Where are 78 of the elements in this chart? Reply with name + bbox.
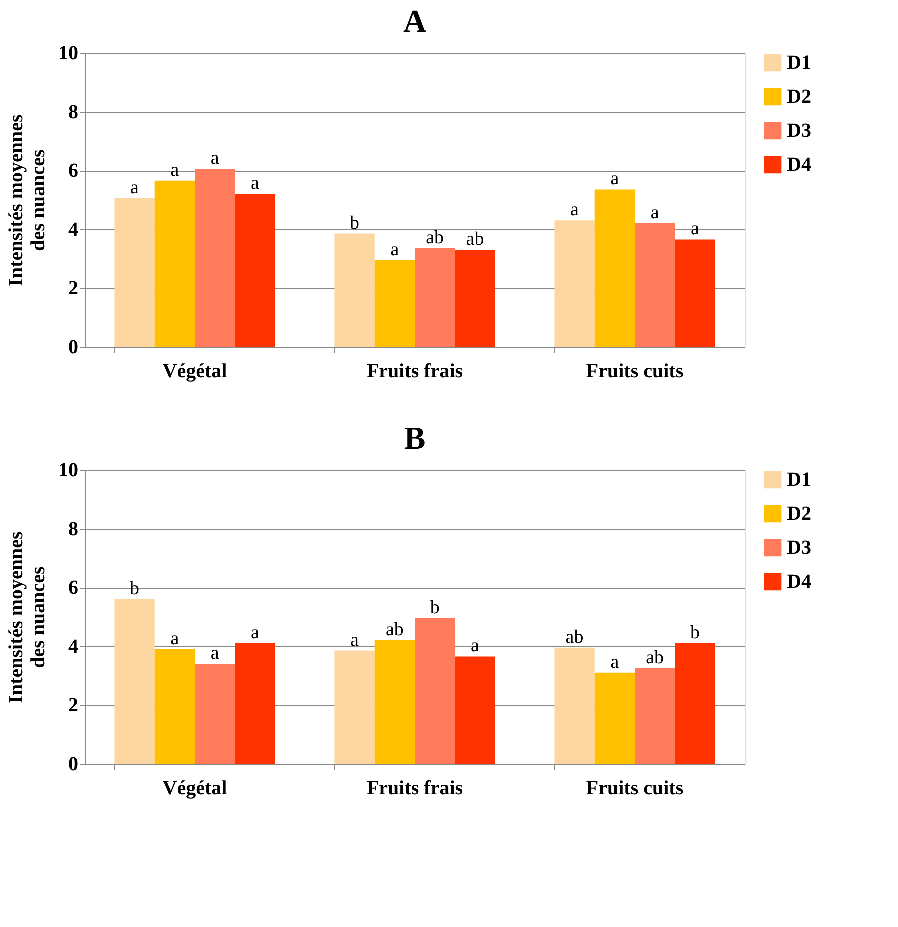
- y-tick-label: 8: [68, 518, 78, 540]
- data-label: a: [350, 630, 360, 651]
- x-tick-label: Fruits frais: [366, 778, 464, 800]
- legend-label: D2: [787, 503, 812, 525]
- bar: [334, 234, 375, 347]
- y-tick-label: 2: [68, 278, 78, 300]
- bar: [675, 240, 716, 347]
- bar: [195, 664, 236, 764]
- bar: [554, 648, 595, 764]
- bar: [594, 190, 635, 347]
- data-label: ab: [386, 620, 404, 641]
- x-tick-label: Végétal: [162, 778, 228, 800]
- bar: [594, 672, 635, 764]
- data-label: a: [251, 622, 260, 644]
- bar: [195, 169, 236, 347]
- y-tick-label: 10: [58, 460, 78, 482]
- bar: [374, 640, 415, 764]
- legend-label: D3: [787, 537, 812, 559]
- bar: [114, 599, 155, 764]
- legend-label: D3: [787, 120, 812, 142]
- data-label: ab: [646, 647, 664, 668]
- data-label: b: [690, 622, 700, 644]
- x-tick-label: Fruits cuits: [586, 360, 684, 382]
- data-label: a: [251, 173, 260, 194]
- data-label: a: [650, 202, 660, 224]
- y-tick-label: 0: [68, 336, 78, 358]
- data-label: a: [210, 643, 220, 664]
- bar: [554, 220, 595, 347]
- x-tick-label: Végétal: [162, 360, 228, 382]
- y-tick-label: 6: [68, 577, 78, 600]
- data-label: a: [691, 218, 700, 240]
- x-tick-label: Fruits cuits: [586, 778, 684, 800]
- data-label: a: [570, 200, 580, 221]
- bar: [154, 649, 195, 764]
- data-label: b: [430, 597, 440, 618]
- y-axis-title: Intensités moyennes des nuances: [6, 531, 50, 704]
- legend-label: D1: [787, 52, 812, 74]
- data-label: b: [350, 212, 360, 234]
- bar: [455, 656, 496, 764]
- bar: [374, 260, 415, 347]
- y-tick-label: 4: [68, 636, 78, 658]
- data-label: a: [130, 178, 140, 199]
- bar: [635, 668, 676, 764]
- data-label: b: [130, 578, 140, 600]
- bar: [235, 194, 276, 347]
- y-tick-label: 2: [68, 694, 78, 717]
- chart-title: B: [404, 420, 426, 456]
- bar: [334, 650, 375, 764]
- chart-title: A: [403, 3, 427, 39]
- bar: [675, 643, 716, 764]
- legend-label: D4: [787, 154, 812, 176]
- data-label: a: [210, 148, 220, 170]
- data-label: ab: [566, 626, 584, 648]
- data-label: a: [170, 628, 180, 650]
- bar: [415, 248, 456, 347]
- legend-label: D4: [787, 571, 812, 593]
- bar: [235, 643, 276, 764]
- data-label: ab: [426, 228, 444, 249]
- legend-label: D1: [787, 469, 812, 491]
- bar: [154, 180, 195, 347]
- data-label: a: [610, 652, 620, 673]
- data-label: ab: [466, 228, 484, 250]
- y-tick-label: 4: [68, 218, 78, 241]
- data-label: a: [390, 239, 400, 260]
- legend-label: D2: [787, 86, 812, 108]
- bar: [635, 224, 676, 347]
- y-tick-label: 6: [68, 160, 78, 182]
- data-label: a: [610, 168, 620, 190]
- y-axis-title: Intensités moyennes des nuances: [6, 114, 50, 286]
- y-tick-label: 0: [68, 754, 78, 776]
- data-label: a: [170, 160, 180, 181]
- bar: [455, 250, 496, 347]
- x-tick-label: Fruits frais: [366, 360, 464, 382]
- y-tick-label: 10: [58, 42, 78, 64]
- data-label: a: [471, 636, 480, 657]
- bar: [415, 618, 456, 764]
- bar: [114, 198, 155, 347]
- y-tick-label: 8: [68, 101, 78, 124]
